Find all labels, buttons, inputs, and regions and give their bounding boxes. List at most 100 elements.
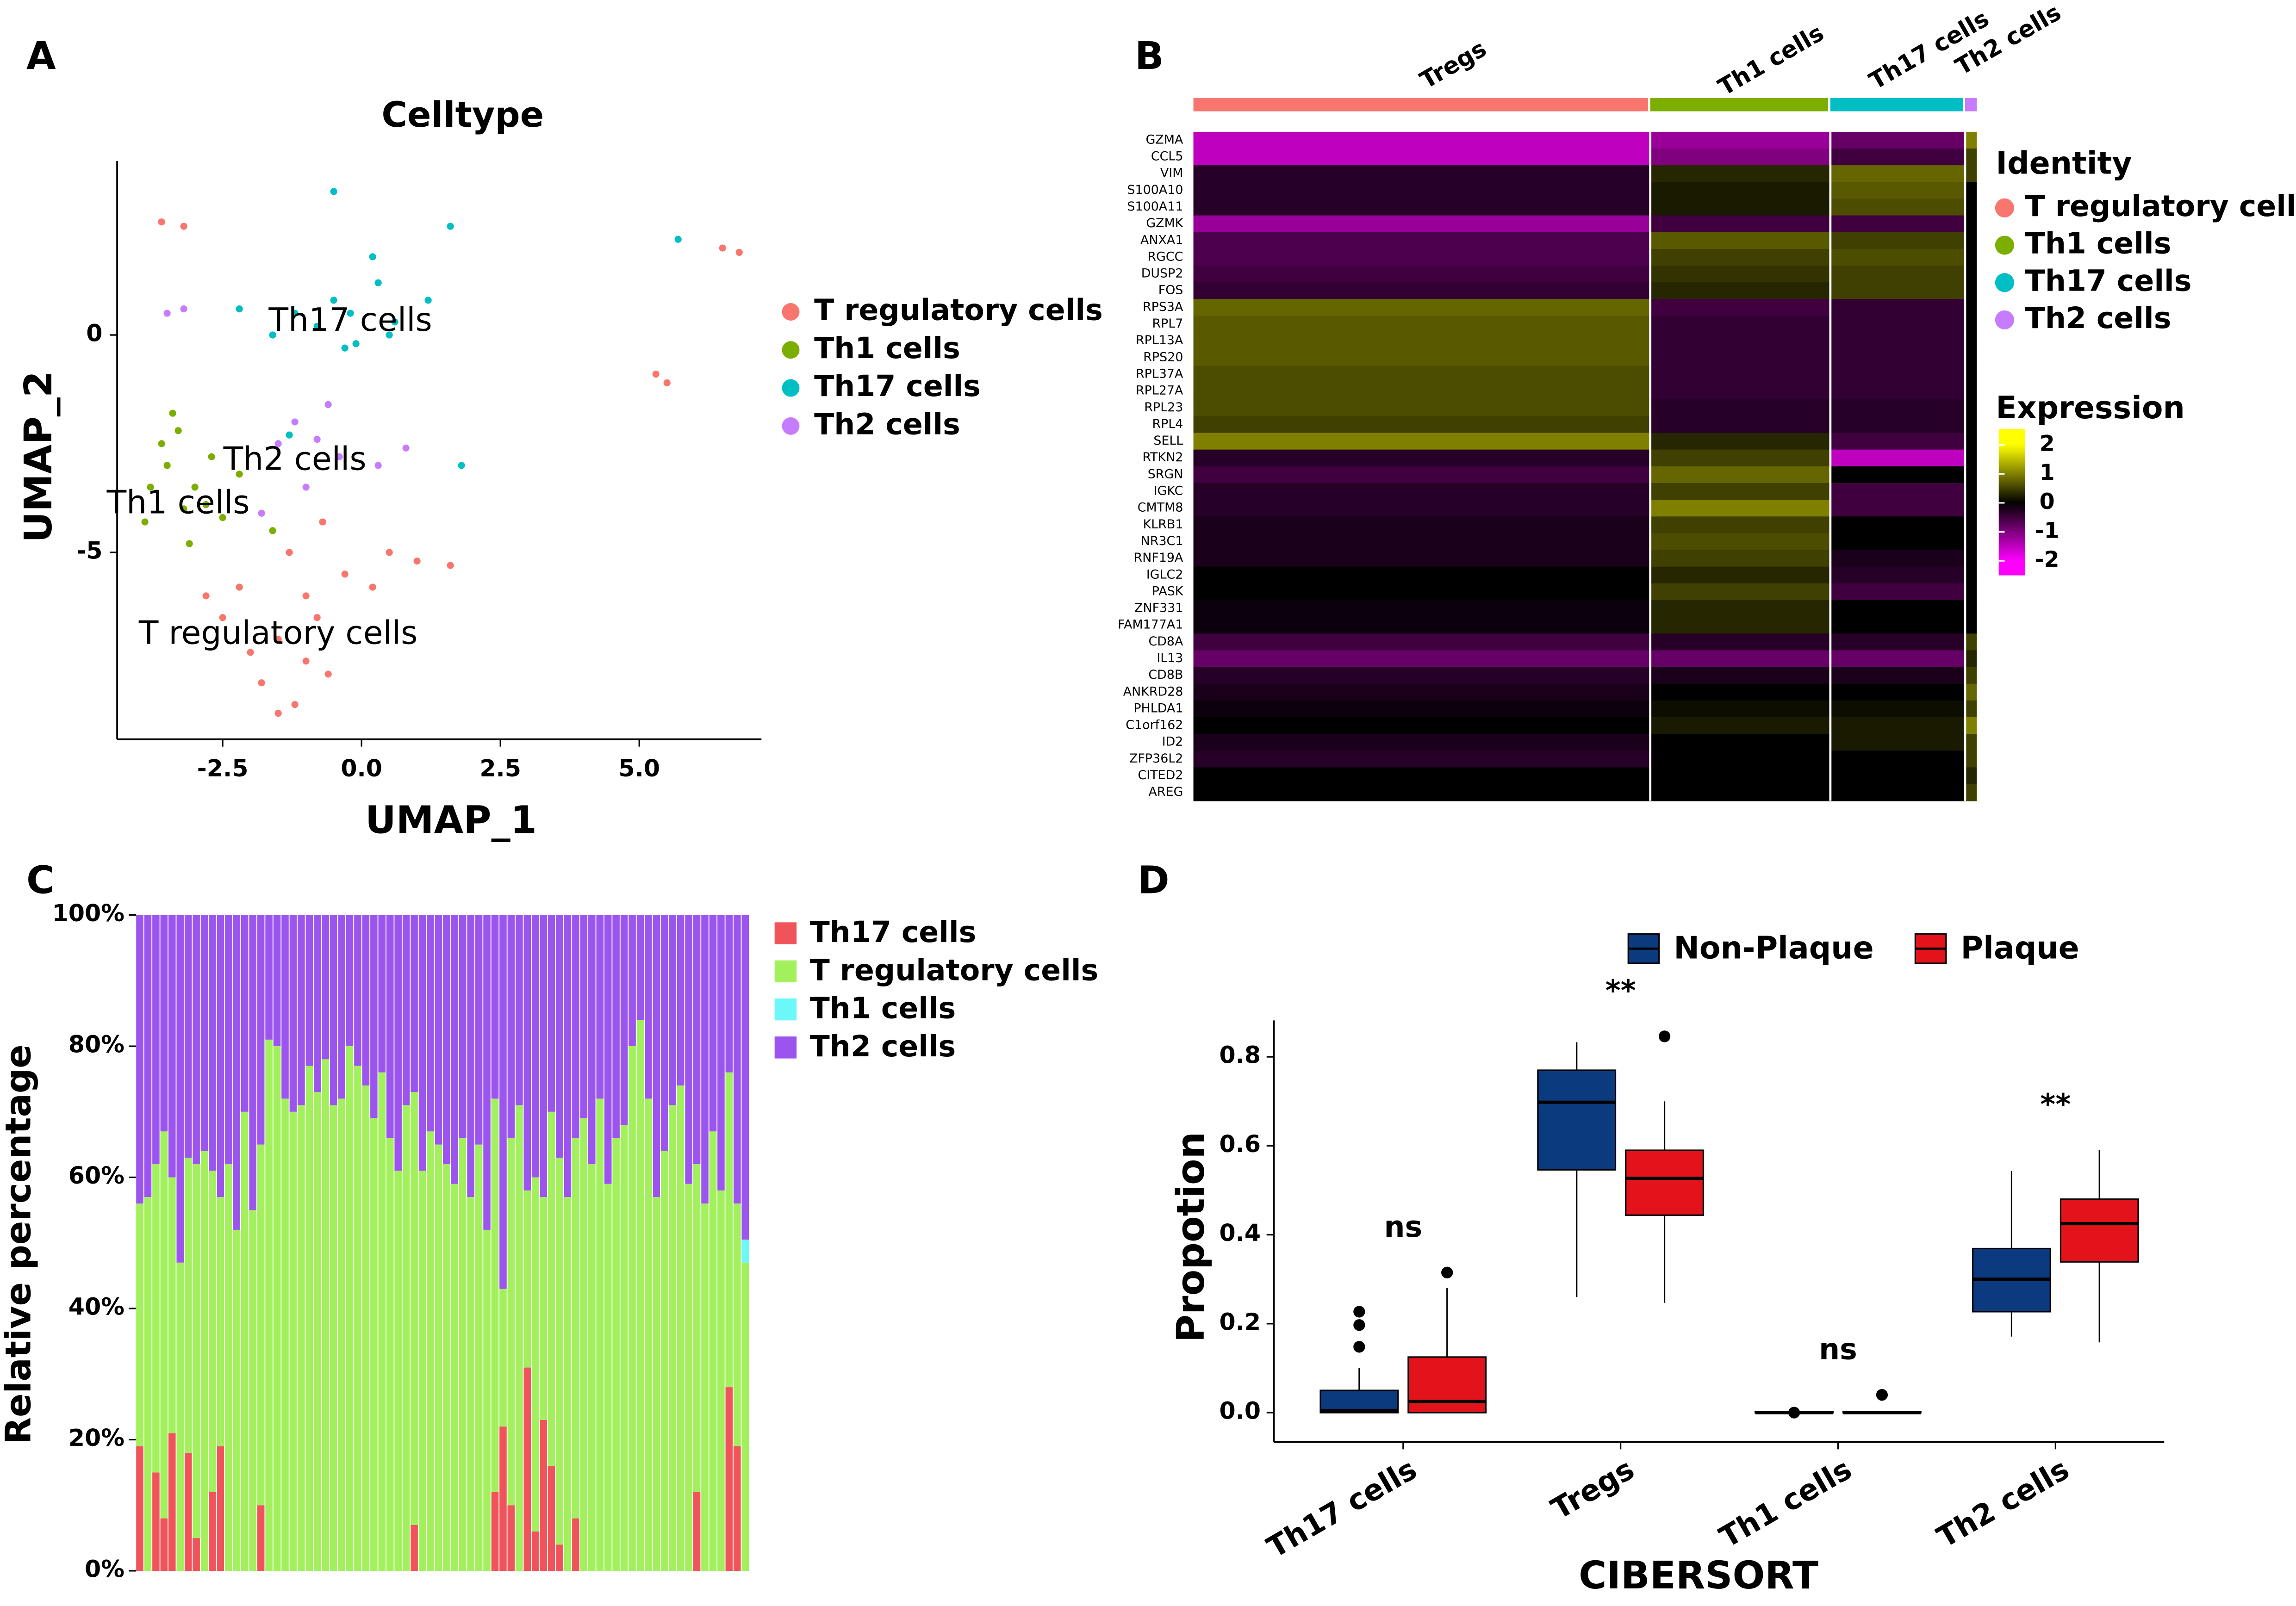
- bar-segment: [200, 1151, 208, 1571]
- heat-cell: [1965, 383, 1977, 400]
- bar-segment: [572, 1518, 579, 1571]
- legend-label: Th2 cells: [810, 1029, 956, 1063]
- bar-segment: [233, 1229, 241, 1571]
- bar-segment: [620, 915, 628, 1125]
- box: [1407, 1356, 1487, 1414]
- bar-segment: [467, 915, 474, 1197]
- bar-segment: [556, 1157, 563, 1545]
- point: [369, 583, 376, 591]
- heat-cell: [1650, 433, 1830, 450]
- bar-segment: [612, 1138, 620, 1571]
- heat-cell: [1830, 232, 1965, 249]
- heat-cell: [1965, 399, 1977, 417]
- heat-cell: [1830, 416, 1965, 434]
- bar-segment: [628, 1046, 636, 1571]
- point: [386, 331, 393, 339]
- bar-segment: [604, 915, 612, 1184]
- heat-cell: [1193, 516, 1650, 534]
- bar-segment: [298, 915, 305, 1105]
- bar-segment: [661, 1151, 668, 1571]
- heat-cell: [1650, 533, 1830, 551]
- bar-segment: [540, 915, 547, 1197]
- bar-segment: [451, 1184, 459, 1571]
- heat-cell: [1965, 416, 1977, 434]
- gene-label: C1orf162: [1126, 718, 1183, 732]
- panel-label: B: [1135, 34, 1164, 78]
- y-tick-label: 60%: [68, 1162, 124, 1189]
- heat-cell: [1830, 633, 1965, 651]
- point: [424, 297, 432, 304]
- gene-label: RNF19A: [1134, 551, 1183, 565]
- gene-label: RPS3A: [1143, 300, 1183, 314]
- gene-label: SRGN: [1148, 467, 1183, 481]
- y-tick-label: 0.2: [1219, 1308, 1261, 1335]
- heat-cell: [1193, 550, 1650, 567]
- y-axis-label: UMAP_2: [17, 371, 61, 543]
- legend-swatch: [1995, 310, 2014, 329]
- point: [735, 248, 743, 256]
- heat-cell: [1650, 683, 1830, 701]
- bar-segment: [540, 1197, 547, 1420]
- bar-segment: [313, 915, 321, 1092]
- bar-segment: [677, 915, 684, 1086]
- bar-segment: [217, 915, 224, 1197]
- x-axis-label: UMAP_1: [365, 799, 537, 843]
- heat-cell: [1650, 767, 1830, 785]
- bar-segment: [734, 1203, 741, 1446]
- bar-segment: [265, 915, 273, 1040]
- heat-cell: [1193, 248, 1650, 266]
- bar-segment: [427, 915, 434, 1132]
- gene-label: CMTM8: [1138, 501, 1183, 515]
- gene-label: ANXA1: [1140, 233, 1183, 247]
- bar-segment: [523, 915, 531, 1191]
- bar-segment: [249, 1210, 256, 1571]
- heat-cell: [1193, 416, 1650, 434]
- gene-label: IL13: [1157, 651, 1183, 665]
- y-tick-label: 0: [86, 319, 102, 347]
- bar-segment: [184, 915, 192, 1158]
- heat-cell: [1965, 433, 1977, 450]
- gene-label: SELL: [1153, 434, 1183, 448]
- bar-segment: [475, 1144, 483, 1571]
- point: [158, 218, 165, 226]
- bar-segment: [273, 915, 281, 1047]
- legend-swatch: [782, 379, 800, 397]
- bar-segment: [725, 915, 733, 1073]
- y-tick-label: 0.6: [1219, 1130, 1261, 1158]
- legend-label: T regulatory cells: [2025, 189, 2296, 223]
- heat-cell: [1830, 516, 1965, 534]
- heat-cell: [1830, 767, 1965, 785]
- gene-label: CD8A: [1148, 634, 1183, 649]
- bar-segment: [152, 1472, 160, 1571]
- bar-segment: [418, 915, 426, 1171]
- bar-segment: [298, 1105, 305, 1571]
- point: [191, 484, 199, 491]
- bar-segment: [459, 1138, 467, 1571]
- heat-cell: [1965, 366, 1977, 384]
- heat-cell: [1193, 667, 1650, 684]
- bar-segment: [200, 915, 208, 1151]
- gene-label: RPL7: [1152, 316, 1183, 331]
- heat-cell: [1650, 734, 1830, 751]
- heat-cell: [1650, 182, 1830, 199]
- y-tick-label: 100%: [52, 899, 124, 927]
- bar-segment: [709, 915, 717, 1132]
- point: [202, 592, 210, 600]
- bar-segment: [249, 915, 256, 1210]
- bar-segment: [257, 1144, 265, 1506]
- bar-segment: [346, 1046, 354, 1571]
- heat-cell: [1650, 198, 1830, 216]
- heat-cell: [1830, 198, 1965, 216]
- bar-segment: [741, 1262, 749, 1571]
- point: [447, 223, 454, 230]
- heat-cell: [1193, 633, 1650, 651]
- heat-cell: [1965, 600, 1977, 618]
- bar-segment: [596, 915, 604, 1099]
- bar-segment: [653, 915, 660, 1197]
- colorbar-tick-label: 0: [2040, 489, 2055, 515]
- x-tick-label: 2.5: [479, 755, 521, 782]
- heat-cell: [1830, 483, 1965, 501]
- heat-cell: [1193, 767, 1650, 785]
- point: [163, 462, 171, 469]
